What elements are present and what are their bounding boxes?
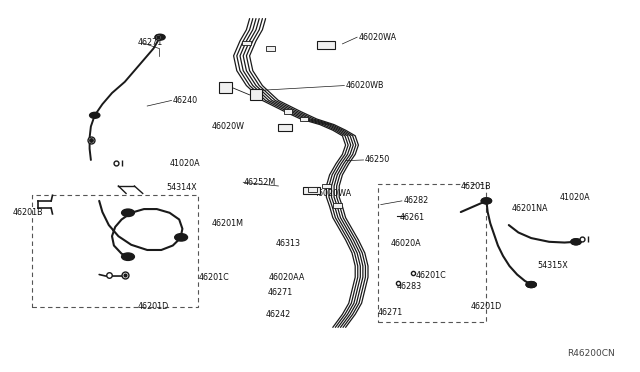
Bar [303, 187, 320, 194]
Bar [308, 187, 317, 192]
Bar [322, 184, 331, 188]
Text: 46282: 46282 [403, 196, 428, 205]
Text: 46240: 46240 [173, 96, 198, 105]
Text: 46201C: 46201C [198, 273, 229, 282]
Text: 54314X: 54314X [166, 183, 197, 192]
Circle shape [123, 210, 133, 216]
Circle shape [481, 198, 492, 204]
Bar [317, 41, 335, 49]
Text: 46020WA: 46020WA [358, 33, 397, 42]
Text: 46242: 46242 [266, 310, 291, 319]
Text: 46201B: 46201B [461, 182, 492, 190]
Text: 46201NA: 46201NA [512, 204, 548, 213]
Text: 54315X: 54315X [538, 262, 568, 270]
Circle shape [571, 239, 581, 245]
Text: 46261: 46261 [400, 213, 425, 222]
Bar [242, 41, 251, 45]
Text: 46271: 46271 [268, 288, 292, 296]
Bar [333, 203, 342, 208]
Text: 41020A: 41020A [560, 193, 591, 202]
Circle shape [175, 234, 188, 241]
Text: 46201D: 46201D [470, 302, 502, 311]
Text: 46283: 46283 [397, 282, 422, 291]
Circle shape [155, 34, 165, 40]
Circle shape [571, 239, 581, 245]
Bar [284, 109, 292, 114]
Text: 46313: 46313 [275, 239, 300, 248]
Bar [300, 117, 308, 121]
Bar [32, 195, 198, 307]
Circle shape [90, 112, 100, 118]
Text: 46201M: 46201M [211, 219, 243, 228]
Text: 41020A: 41020A [170, 159, 200, 168]
Text: 46250: 46250 [365, 155, 390, 164]
Circle shape [481, 198, 492, 204]
Circle shape [122, 209, 134, 217]
Text: 46271: 46271 [378, 308, 403, 317]
Text: 46252M: 46252M [243, 178, 275, 187]
Circle shape [122, 253, 134, 260]
Text: 46201D: 46201D [138, 302, 169, 311]
Circle shape [526, 282, 536, 288]
Text: 46020AA: 46020AA [269, 273, 305, 282]
Bar [278, 124, 292, 131]
Text: 46020WA: 46020WA [314, 189, 352, 198]
Bar [266, 46, 275, 51]
Text: 46271: 46271 [138, 38, 163, 47]
Text: 46020WB: 46020WB [346, 81, 384, 90]
Circle shape [526, 282, 536, 288]
Text: 46201B: 46201B [13, 208, 44, 217]
Text: 46020W: 46020W [211, 122, 244, 131]
Bar [378, 184, 486, 322]
Text: 46201C: 46201C [416, 271, 447, 280]
Text: 46020A: 46020A [390, 239, 421, 248]
Bar [219, 82, 232, 93]
Bar [250, 89, 262, 100]
Text: R46200CN: R46200CN [566, 349, 614, 358]
Circle shape [175, 234, 186, 240]
